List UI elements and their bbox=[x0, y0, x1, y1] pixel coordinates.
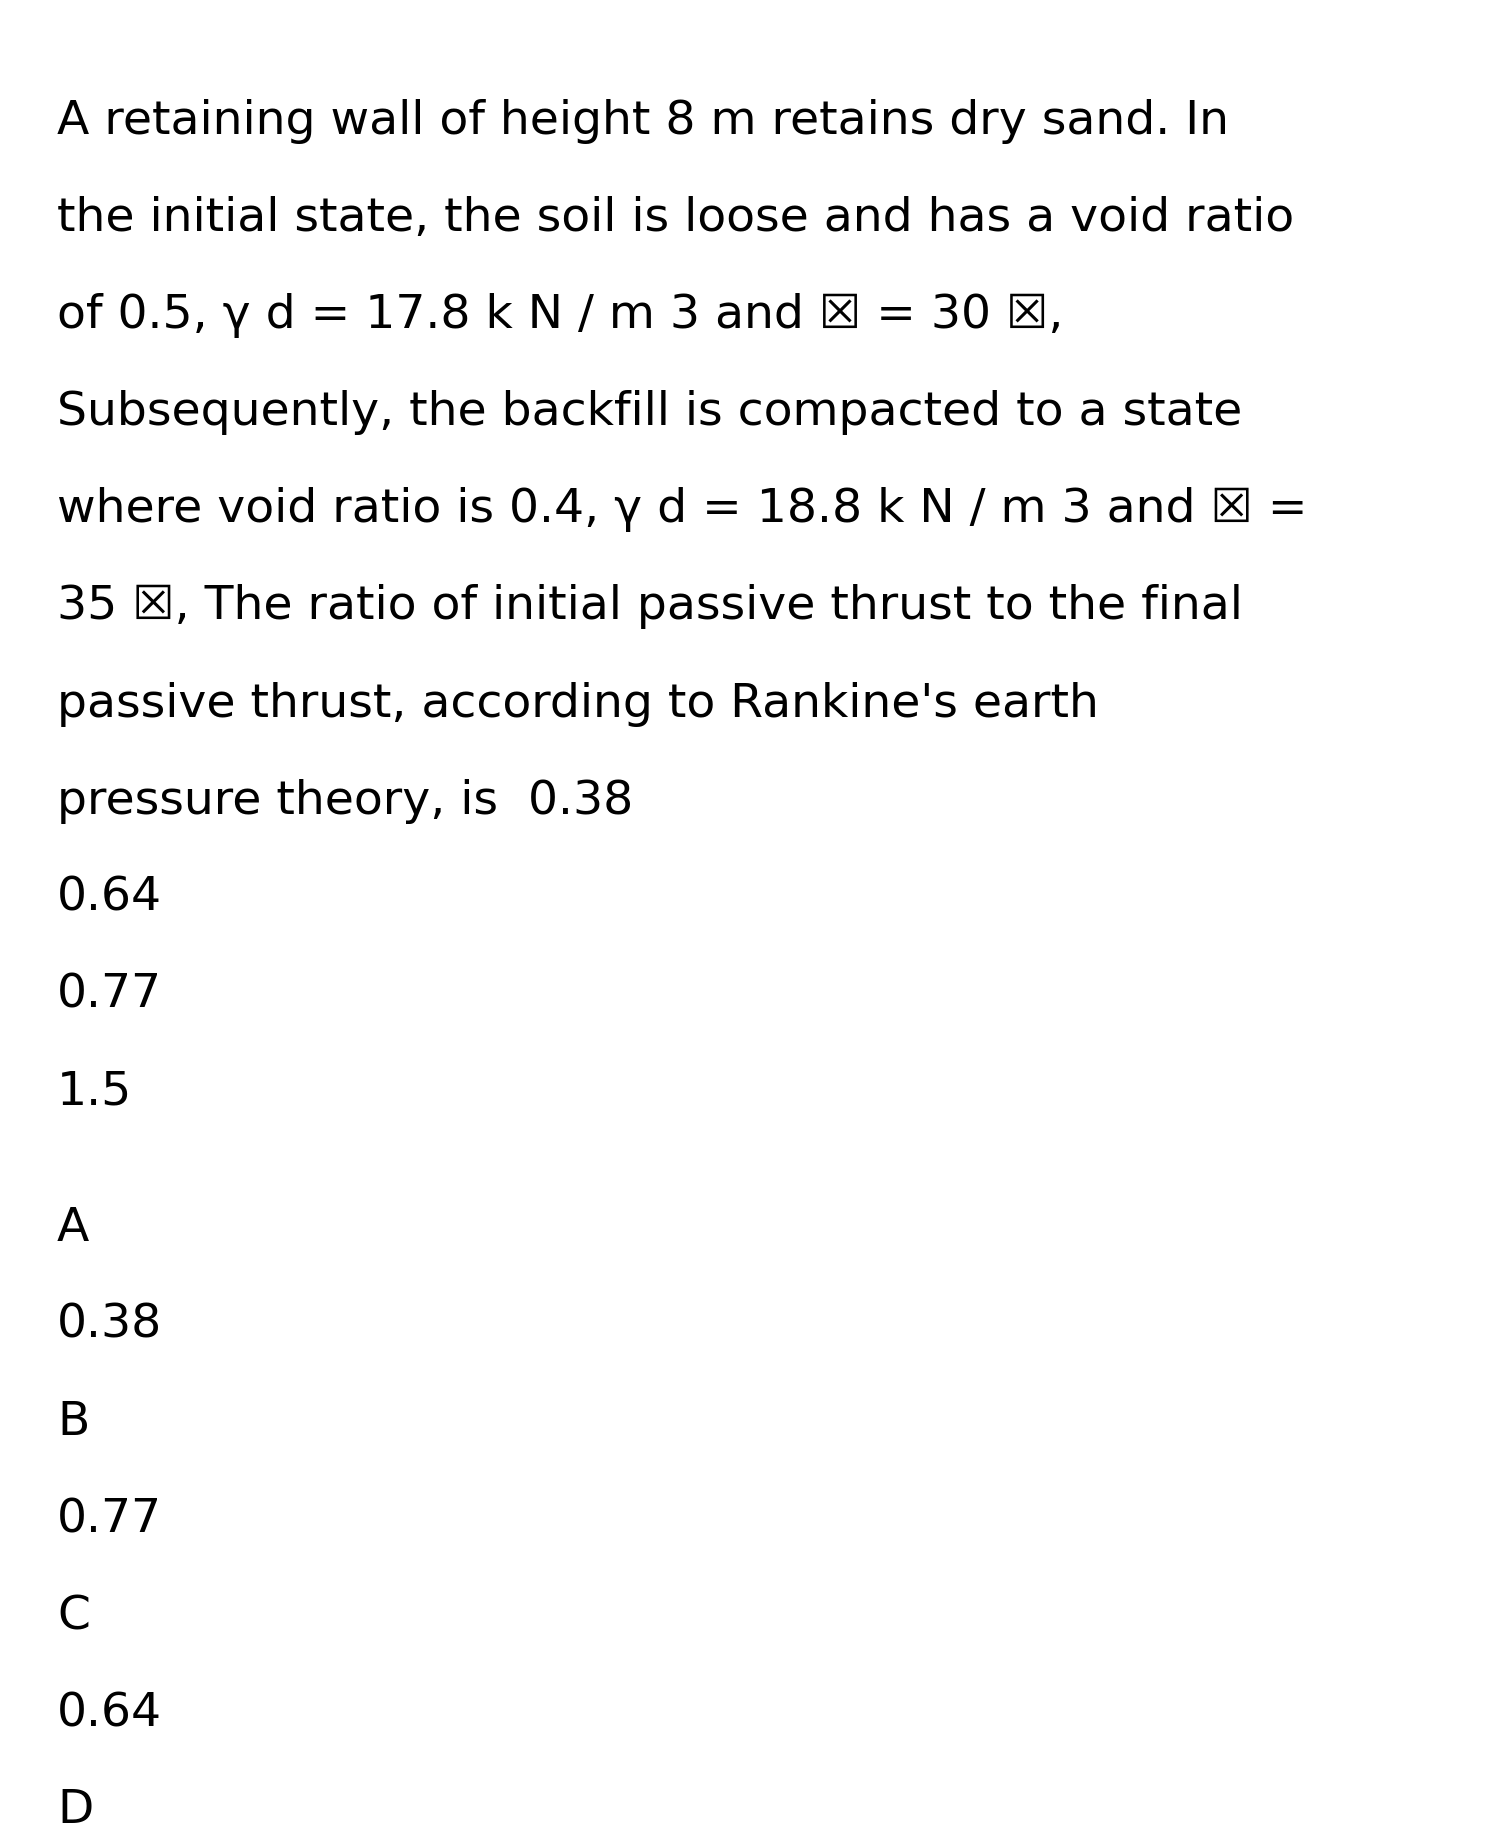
Text: of 0.5, γ d = 17.8 k N / m 3 and ☒ = 30 ☒,: of 0.5, γ d = 17.8 k N / m 3 and ☒ = 30 … bbox=[57, 293, 1064, 339]
Text: A retaining wall of height 8 m retains dry sand. In: A retaining wall of height 8 m retains d… bbox=[57, 99, 1228, 145]
Text: B: B bbox=[57, 1400, 90, 1445]
Text: Subsequently, the backfill is compacted to a state: Subsequently, the backfill is compacted … bbox=[57, 390, 1242, 436]
Text: the initial state, the soil is loose and has a void ratio: the initial state, the soil is loose and… bbox=[57, 196, 1294, 242]
Text: pressure theory, is  0.38: pressure theory, is 0.38 bbox=[57, 779, 633, 824]
Text: D: D bbox=[57, 1788, 93, 1832]
Text: 0.38: 0.38 bbox=[57, 1303, 162, 1348]
Text: A: A bbox=[57, 1205, 90, 1251]
Text: 0.64: 0.64 bbox=[57, 876, 162, 921]
Text: 0.77: 0.77 bbox=[57, 1497, 162, 1543]
Text: 35 ☒, The ratio of initial passive thrust to the final: 35 ☒, The ratio of initial passive thrus… bbox=[57, 584, 1244, 630]
Text: C: C bbox=[57, 1594, 90, 1640]
Text: where void ratio is 0.4, γ d = 18.8 k N / m 3 and ☒ =: where void ratio is 0.4, γ d = 18.8 k N … bbox=[57, 487, 1308, 533]
Text: passive thrust, according to Rankine's earth: passive thrust, according to Rankine's e… bbox=[57, 682, 1100, 727]
Text: 0.77: 0.77 bbox=[57, 973, 162, 1019]
Text: 0.64: 0.64 bbox=[57, 1691, 162, 1737]
Text: 1.5: 1.5 bbox=[57, 1070, 132, 1116]
